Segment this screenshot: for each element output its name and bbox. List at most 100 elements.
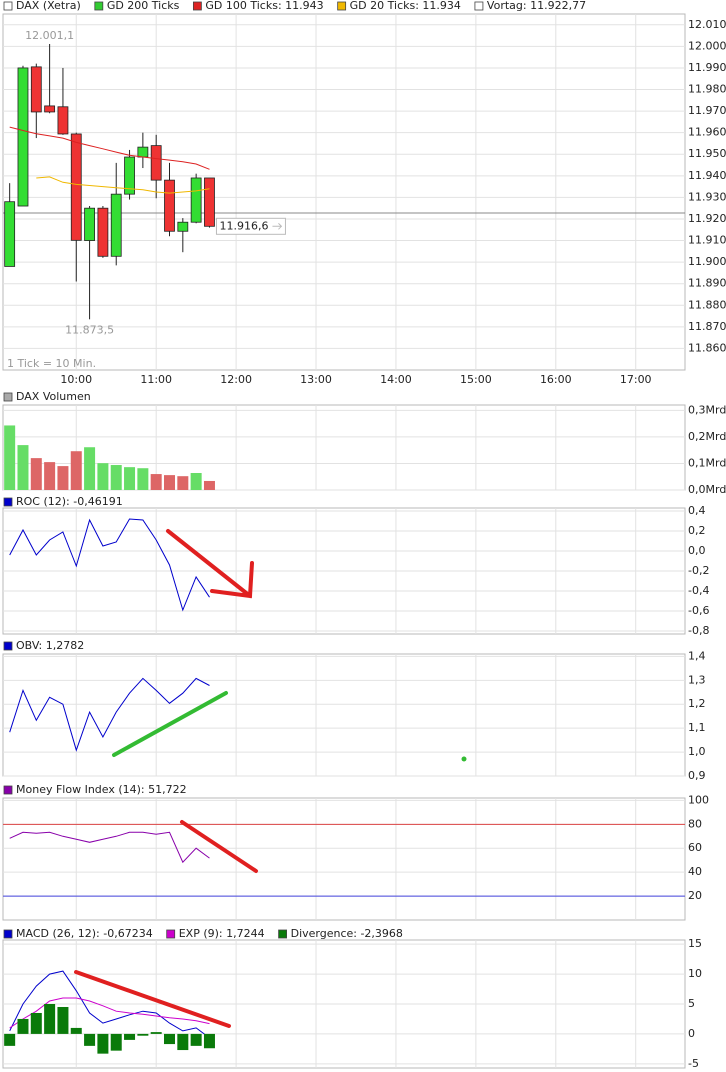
bar xyxy=(203,480,215,490)
legend-label: EXP (9): 1,7244 xyxy=(179,927,265,940)
bar xyxy=(177,476,189,490)
bar xyxy=(97,1033,109,1054)
legend-swatch xyxy=(474,1,484,11)
legend-swatch xyxy=(3,392,13,402)
y-tick-label: 20 xyxy=(688,889,702,902)
y-tick-label: 5 xyxy=(688,997,695,1010)
legend-label: GD 20 Ticks: 11.934 xyxy=(350,0,461,12)
y-tick-label: 0,1Mrd xyxy=(688,456,726,469)
obv-dot xyxy=(461,756,467,762)
y-tick-label: 11.980 xyxy=(688,83,726,96)
bar xyxy=(190,1033,202,1046)
y-tick-label: 12.010 xyxy=(688,18,726,31)
legend-label: GD 200 Ticks xyxy=(107,0,180,12)
candle-body xyxy=(70,133,82,241)
panel-frame xyxy=(2,797,686,921)
obv-trend-line xyxy=(112,691,228,757)
y-tick-label: 11.920 xyxy=(688,212,726,225)
line-series xyxy=(9,997,210,1029)
y-tick-label: 0,0Mrd xyxy=(688,483,726,496)
x-tick-label: 11:00 xyxy=(140,373,172,386)
mfi-trend-line xyxy=(180,820,258,873)
y-tick-label: -5 xyxy=(688,1057,699,1070)
y-tick-label: 1,3 xyxy=(688,673,706,686)
line-series xyxy=(9,831,210,864)
candle-body xyxy=(190,177,202,223)
legend-label: MACD (26, 12): -0,67234 xyxy=(16,927,153,940)
candle-body xyxy=(17,67,29,207)
legend-swatch xyxy=(3,497,13,507)
legend-swatch xyxy=(3,785,13,795)
bar xyxy=(164,475,176,490)
last-price-box xyxy=(215,217,286,235)
bar xyxy=(30,458,42,490)
y-tick-label: -0,6 xyxy=(688,604,709,617)
bar xyxy=(110,1033,122,1051)
last-price-arrow xyxy=(272,222,283,230)
bar xyxy=(30,1012,42,1034)
candle-body xyxy=(137,146,149,158)
legend-label: ROC (12): -0,46191 xyxy=(16,495,123,508)
candle-body xyxy=(84,207,95,241)
y-tick-label: 0,0 xyxy=(688,544,706,557)
bar xyxy=(150,1032,162,1034)
candle-body xyxy=(97,207,109,257)
bar xyxy=(137,468,149,490)
line-series xyxy=(36,176,210,194)
y-tick-label: -0,2 xyxy=(688,564,709,577)
bar xyxy=(97,463,109,490)
x-tick-label: 13:00 xyxy=(300,373,332,386)
legend-label: DAX (Xetra) xyxy=(16,0,81,12)
price-annotation: 12.001,1 xyxy=(25,29,74,42)
y-tick-label: 1,2 xyxy=(688,697,706,710)
legend-swatch xyxy=(278,929,287,939)
y-tick-label: 40 xyxy=(688,865,702,878)
y-tick-label: 11.860 xyxy=(688,341,726,354)
y-tick-label: 15 xyxy=(688,937,702,950)
y-tick-label: 10 xyxy=(688,967,702,980)
candle-body xyxy=(30,66,42,113)
tick-note: 1 Tick = 10 Min. xyxy=(7,357,96,370)
y-tick-label: 11.990 xyxy=(688,61,726,74)
y-tick-label: 0,4 xyxy=(688,504,706,517)
bar xyxy=(57,1006,69,1034)
panel-frame xyxy=(2,653,686,777)
line-series xyxy=(9,126,210,170)
bar xyxy=(124,1033,136,1040)
y-tick-label: 1,0 xyxy=(688,745,706,758)
x-tick-label: 17:00 xyxy=(620,373,652,386)
line-series xyxy=(9,970,210,1039)
candle-body xyxy=(44,105,56,113)
y-tick-label: 11.910 xyxy=(688,234,726,247)
legend-swatch xyxy=(3,929,13,939)
bar xyxy=(4,1033,16,1046)
y-tick-label: 100 xyxy=(688,793,709,806)
x-tick-label: 12:00 xyxy=(220,373,252,386)
legend-label: Vortag: 11.922,77 xyxy=(487,0,586,12)
bar xyxy=(137,1033,149,1036)
candle-body xyxy=(124,156,135,195)
bar xyxy=(70,1027,82,1034)
y-tick-label: 0,3Mrd xyxy=(688,403,726,416)
candle-body xyxy=(164,179,175,232)
legend-label: GD 100 Ticks: 11.943 xyxy=(205,0,323,12)
x-tick-label: 16:00 xyxy=(540,373,572,386)
y-tick-label: 80 xyxy=(688,817,702,830)
bar xyxy=(44,1004,56,1034)
bar xyxy=(190,473,202,490)
y-tick-label: 11.890 xyxy=(688,277,726,290)
y-tick-label: 0,9 xyxy=(688,769,706,782)
bar xyxy=(110,465,122,490)
bar xyxy=(84,447,96,490)
legend-label: DAX Volumen xyxy=(16,390,91,403)
macd-trend-line xyxy=(74,970,231,1028)
bar xyxy=(44,462,56,490)
x-tick-label: 10:00 xyxy=(60,373,92,386)
last-price-label: 11.916,6 xyxy=(219,219,268,232)
legend-swatch xyxy=(3,1,13,11)
y-tick-label: 60 xyxy=(688,841,702,854)
y-tick-label: 0,2Mrd xyxy=(688,430,726,443)
bar xyxy=(84,1033,96,1046)
legend-swatch xyxy=(3,641,13,651)
